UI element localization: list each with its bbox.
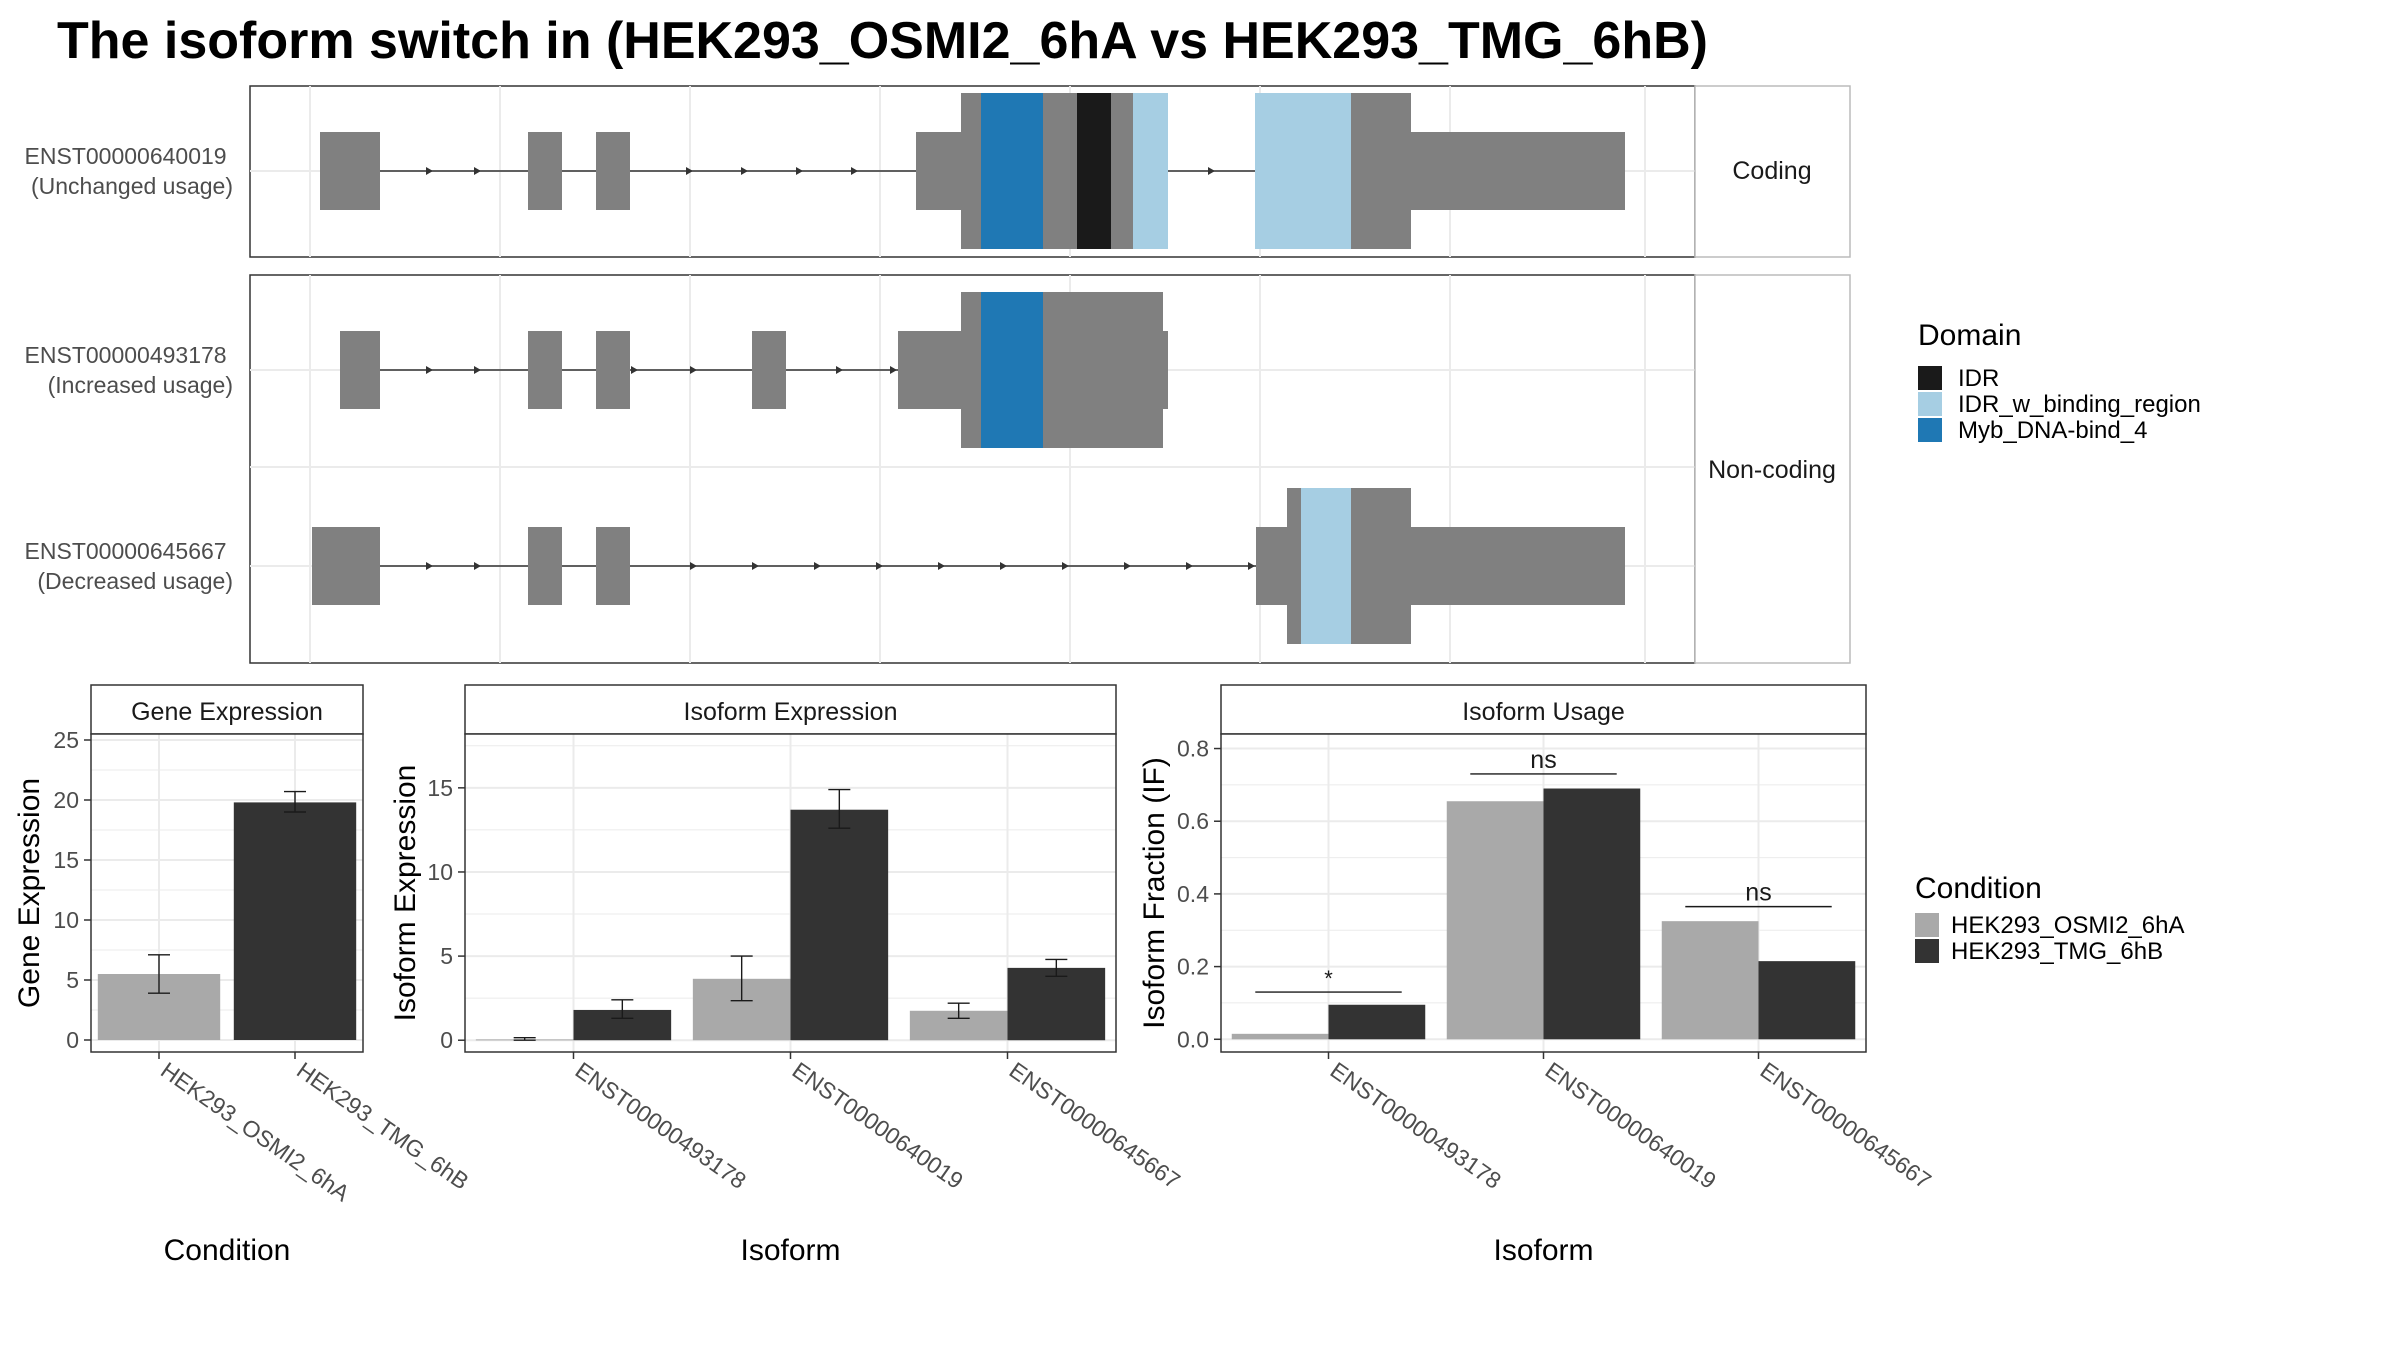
bar xyxy=(1661,921,1759,1040)
exon-utr xyxy=(1256,527,1289,605)
panel-title: Gene Expression xyxy=(131,698,323,726)
y-tick-label: 20 xyxy=(53,787,79,813)
significance-label: * xyxy=(1324,966,1333,991)
domain-idr-w-binding-region xyxy=(1133,93,1168,249)
y-tick-label: 10 xyxy=(53,907,79,933)
bar xyxy=(1231,1033,1329,1040)
bar xyxy=(790,809,889,1041)
intron-arrows xyxy=(426,167,1215,175)
bar xyxy=(1758,961,1856,1040)
exon xyxy=(528,331,562,409)
bar xyxy=(1446,801,1544,1040)
exon xyxy=(320,132,380,210)
exon-cds xyxy=(1351,488,1411,644)
y-axis-title: Isoform Expression xyxy=(389,765,422,1022)
bar xyxy=(1007,967,1106,1041)
transcript-label-ENST00000645667: ENST00000645667 (Decreased usage) xyxy=(25,538,233,594)
domain-legend-title: Domain xyxy=(1918,319,2021,352)
y-tick-label: 0.2 xyxy=(1177,954,1209,980)
y-tick-label: 15 xyxy=(427,775,453,801)
intron-arrows xyxy=(426,562,1255,570)
legend-key-myb-dna-bind-4 xyxy=(1918,418,1942,442)
y-tick-label: 5 xyxy=(440,943,453,969)
coding-facet-label: Coding xyxy=(1732,157,1811,185)
y-tick-label: 0.4 xyxy=(1177,881,1209,907)
legend-key-idr-w-binding-region xyxy=(1918,392,1942,416)
facet-strip xyxy=(90,684,364,735)
domain-legend: Domain IDR IDR_w_binding_region Myb_DNA-… xyxy=(1918,319,2201,444)
exon xyxy=(340,331,380,409)
exon-utr xyxy=(898,331,963,409)
domain-myb-dna-bind-4 xyxy=(981,292,1043,448)
legend-key-idr xyxy=(1918,366,1942,390)
transcript-ENST00000493178 xyxy=(340,292,1168,448)
exon xyxy=(596,527,630,605)
transcript-ENST00000645667 xyxy=(312,488,1625,644)
y-tick-label: 5 xyxy=(66,967,79,993)
condition-legend: Condition HEK293_OSMI2_6hA HEK293_TMG_6h… xyxy=(1915,872,2184,965)
panel-title: Isoform Expression xyxy=(684,698,898,726)
legend-label-myb-dna-bind-4: Myb_DNA-bind_4 xyxy=(1958,417,2147,444)
x-axis-title: Isoform xyxy=(1493,1234,1593,1267)
exon xyxy=(312,527,380,605)
exon xyxy=(596,132,630,210)
bar xyxy=(233,802,357,1040)
exon-utr xyxy=(1161,331,1168,409)
y-tick-label: 0 xyxy=(66,1027,79,1053)
bar xyxy=(1543,788,1641,1040)
panel-title: Isoform Usage xyxy=(1462,698,1625,726)
noncoding-facet-strip xyxy=(1694,274,1851,664)
y-tick-label: 10 xyxy=(427,859,453,885)
y-tick-label: 0.8 xyxy=(1177,736,1209,762)
domain-idr xyxy=(1077,93,1111,249)
coding-facet-strip xyxy=(1694,85,1851,258)
plot-border xyxy=(90,733,364,1053)
legend-label-idr-w-binding-region: IDR_w_binding_region xyxy=(1958,391,2201,418)
legend-label-idr: IDR xyxy=(1958,365,1999,392)
exon-cds xyxy=(1351,93,1411,249)
y-tick-label: 25 xyxy=(53,727,79,753)
x-axis-title: Isoform xyxy=(740,1234,840,1267)
exon-cds xyxy=(961,292,983,448)
legend-label-hek293-tmg-6hb: HEK293_TMG_6hB xyxy=(1951,938,2163,965)
exon xyxy=(528,527,562,605)
y-axis-title: Isoform Fraction (IF) xyxy=(1138,757,1171,1029)
x-axis-title: Condition xyxy=(164,1234,291,1267)
exon-utr xyxy=(916,132,961,210)
significance-label: ns xyxy=(1530,746,1556,774)
figure-title: The isoform switch in (HEK293_OSMI2_6hA … xyxy=(57,12,1708,70)
exon xyxy=(528,132,562,210)
exon-utr xyxy=(1411,527,1625,605)
noncoding-facet-label: Non-coding xyxy=(1708,456,1836,484)
significance-label: ns xyxy=(1745,879,1771,907)
y-axis-title: Gene Expression xyxy=(13,778,46,1008)
transcript-structure-panel: Coding ENST00000640019 ( xyxy=(25,85,1851,664)
exon-cds xyxy=(1111,93,1133,249)
domain-idr-w-binding-region xyxy=(1255,93,1351,249)
y-tick-label: 15 xyxy=(53,847,79,873)
condition-legend-title: Condition xyxy=(1915,872,2042,905)
y-tick-label: 0 xyxy=(440,1027,453,1053)
legend-label-hek293-osmi2-6ha: HEK293_OSMI2_6hA xyxy=(1951,912,2184,939)
exon-utr xyxy=(1411,132,1625,210)
exon-cds xyxy=(1043,93,1077,249)
y-tick-label: 0.6 xyxy=(1177,808,1209,834)
domain-idr-w-binding-region xyxy=(1301,488,1351,644)
exon-cds xyxy=(1287,488,1301,644)
y-tick-label: 0.0 xyxy=(1177,1026,1209,1052)
exon xyxy=(596,331,630,409)
intron-arrows xyxy=(426,366,897,374)
bar xyxy=(1328,1004,1426,1040)
gene-expression-chart: Gene Expression0510152025HEK293_OSMI2_6h… xyxy=(13,684,474,1267)
exon xyxy=(752,331,786,409)
domain-myb-dna-bind-4 xyxy=(981,93,1043,249)
legend-key-hek293-tmg-6hb xyxy=(1915,939,1939,963)
transcript-label-ENST00000493178: ENST00000493178 (Increased usage) xyxy=(25,342,233,398)
facet-strip xyxy=(1220,684,1867,735)
legend-key-hek293-osmi2-6ha xyxy=(1915,913,1939,937)
exon-cds xyxy=(1043,292,1163,448)
transcript-ENST00000640019 xyxy=(320,93,1625,249)
transcript-label-ENST00000640019: ENST00000640019 (Unchanged usage) xyxy=(25,143,233,199)
